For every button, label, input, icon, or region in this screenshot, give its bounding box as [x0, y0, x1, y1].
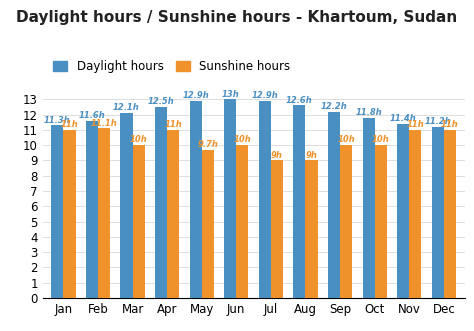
Bar [271, 161, 283, 298]
Bar [133, 145, 145, 298]
Bar [98, 128, 110, 298]
Bar [202, 150, 214, 298]
Text: 11h: 11h [406, 120, 424, 129]
Text: 12.9h: 12.9h [251, 91, 278, 100]
Text: 11h: 11h [164, 120, 182, 129]
Text: 12.9h: 12.9h [182, 91, 209, 100]
Text: 11h: 11h [441, 120, 459, 129]
Text: 9h: 9h [306, 151, 318, 160]
Text: 13h: 13h [221, 90, 239, 99]
Text: 10h: 10h [130, 135, 147, 144]
Text: 12.2h: 12.2h [320, 102, 347, 111]
Text: 11.6h: 11.6h [79, 111, 105, 120]
Bar [167, 130, 179, 298]
Text: 11.2h: 11.2h [424, 117, 451, 126]
Bar [120, 113, 133, 298]
Bar [237, 145, 248, 298]
Bar [374, 145, 387, 298]
Bar [86, 121, 98, 298]
Text: 12.1h: 12.1h [113, 103, 140, 112]
Legend: Daylight hours, Sunshine hours: Daylight hours, Sunshine hours [48, 56, 295, 78]
Text: 12.5h: 12.5h [148, 97, 174, 106]
Text: 9h: 9h [271, 151, 283, 160]
Bar [340, 145, 352, 298]
Bar [432, 127, 444, 298]
Text: 11.3h: 11.3h [44, 116, 71, 124]
Bar [190, 101, 202, 298]
Bar [155, 107, 167, 298]
Text: 11.8h: 11.8h [355, 108, 382, 117]
Bar [224, 99, 237, 298]
Bar [259, 101, 271, 298]
Bar [397, 124, 409, 298]
Text: 10h: 10h [234, 135, 251, 144]
Bar [444, 130, 456, 298]
Bar [64, 130, 75, 298]
Bar [409, 130, 421, 298]
Text: Daylight hours / Sunshine hours - Khartoum, Sudan: Daylight hours / Sunshine hours - Kharto… [17, 10, 457, 25]
Bar [305, 161, 318, 298]
Bar [363, 118, 374, 298]
Bar [328, 112, 340, 298]
Text: 10h: 10h [372, 135, 390, 144]
Bar [51, 125, 64, 298]
Text: 12.6h: 12.6h [286, 96, 313, 105]
Text: 11.4h: 11.4h [390, 114, 417, 123]
Bar [293, 105, 305, 298]
Text: 11.1h: 11.1h [91, 118, 118, 127]
Text: 11h: 11h [61, 120, 78, 129]
Text: 9.7h: 9.7h [197, 140, 218, 149]
Text: 10h: 10h [337, 135, 355, 144]
